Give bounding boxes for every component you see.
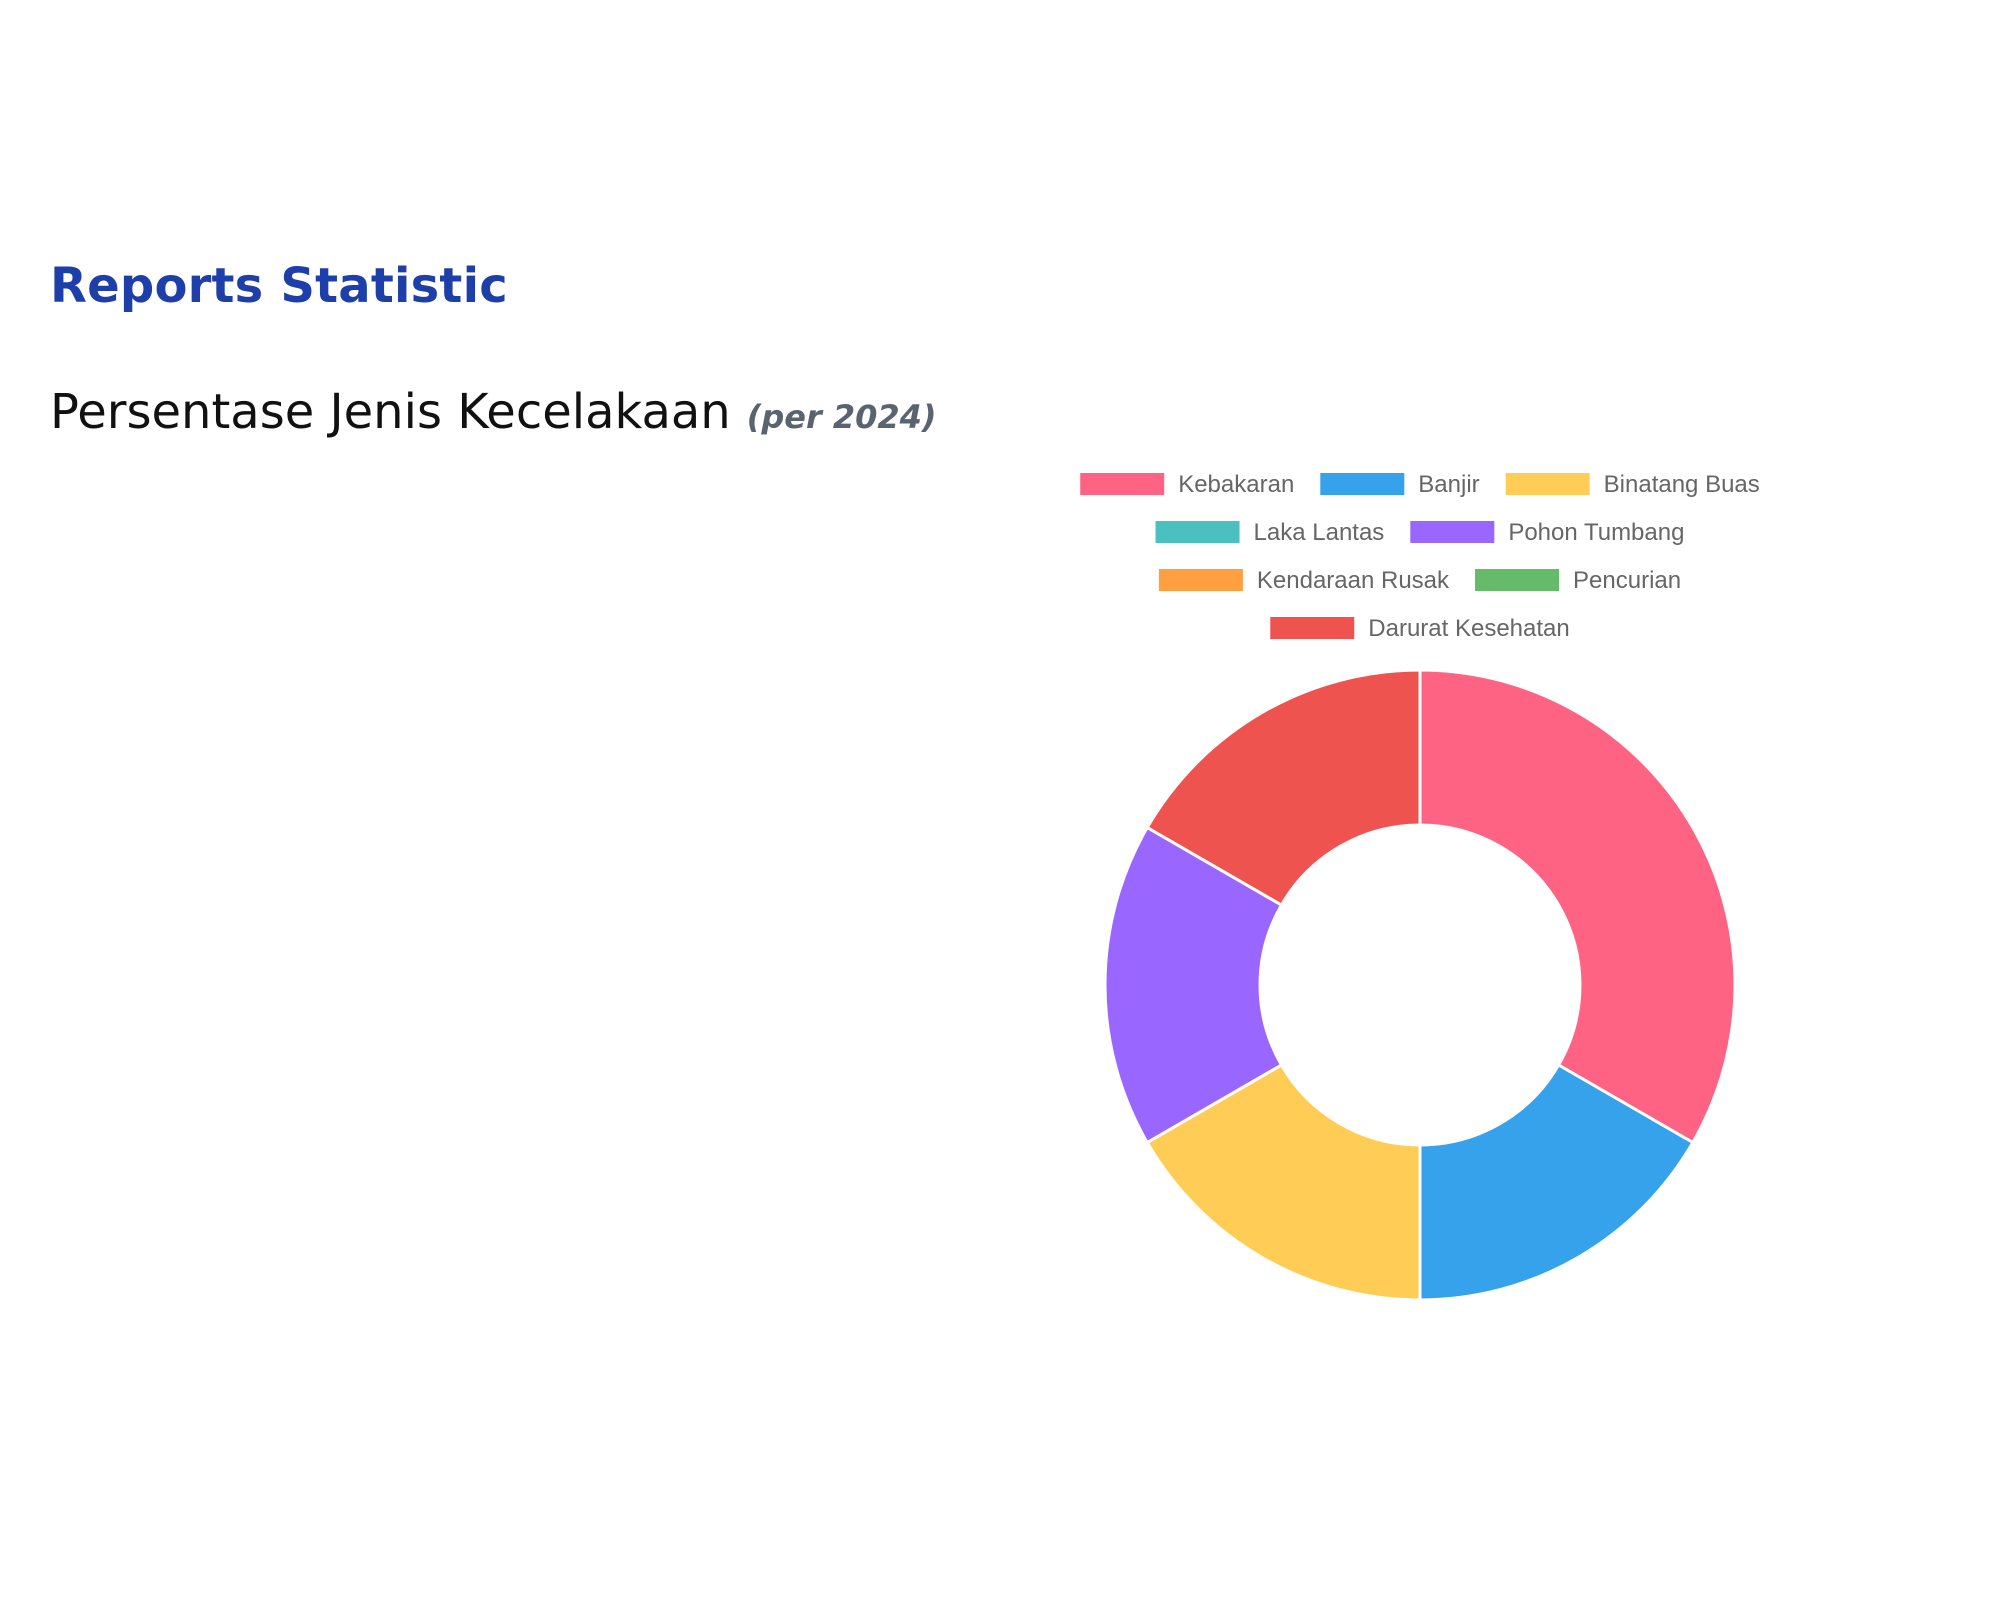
slice-binatang-buas[interactable] [1145, 1062, 1422, 1302]
legend-label-banjir: Banjir [1418, 471, 1479, 498]
slice-banjir[interactable] [1418, 1062, 1695, 1302]
legend-item-laka-lantas[interactable]: Laka Lantas [1155, 519, 1385, 546]
legend-swatch-banjir [1320, 473, 1405, 495]
legend-label-pencurian: Pencurian [1573, 567, 1681, 594]
section-title: Persentase Jenis Kecelakaan (per 2024) [50, 384, 937, 440]
section-subtitle: (per 2024) [746, 398, 937, 436]
legend-label-pohon-tumbang: Pohon Tumbang [1508, 519, 1684, 546]
legend-item-binatang-buas[interactable]: Binatang Buas [1505, 471, 1760, 498]
legend-swatch-pencurian [1475, 569, 1560, 591]
legend-label-laka-lantas: Laka Lantas [1254, 519, 1385, 546]
legend-label-darurat-kesehatan: Darurat Kesehatan [1368, 615, 1569, 642]
legend-item-kendaraan-rusak[interactable]: Kendaraan Rusak [1158, 567, 1450, 594]
slice-darurat-kesehatan[interactable] [1145, 668, 1422, 908]
doughnut-chart: Kebakaran Banjir Binatang Buas Laka Lantas P… [1080, 471, 1760, 1302]
legend-swatch-kendaraan-rusak [1158, 569, 1243, 591]
legend-item-pencurian[interactable]: Pencurian [1475, 567, 1681, 594]
legend-item-banjir[interactable]: Banjir [1320, 471, 1480, 498]
legend-label-kebakaran: Kebakaran [1178, 471, 1294, 498]
legend-swatch-darurat-kesehatan [1270, 617, 1355, 639]
legend-swatch-binatang-buas [1505, 473, 1590, 495]
legend-swatch-laka-lantas [1155, 521, 1240, 543]
chart-legend: Kebakaran Banjir Binatang Buas Laka Lantas P… [1080, 471, 1760, 642]
page-heading: Reports Statistic [50, 258, 508, 314]
legend-label-kendaraan-rusak: Kendaraan Rusak [1257, 567, 1450, 594]
section-title-text: Persentase Jenis Kecelakaan [50, 384, 731, 440]
chart-slices [1103, 668, 1737, 1302]
legend-swatch-kebakaran [1080, 473, 1165, 495]
legend-item-kebakaran[interactable]: Kebakaran [1080, 471, 1294, 498]
slice-kebakaran[interactable] [1418, 668, 1737, 1145]
legend-label-binatang-buas: Binatang Buas [1604, 471, 1760, 498]
legend-swatch-pohon-tumbang [1410, 521, 1495, 543]
slice-pohon-tumbang[interactable] [1103, 825, 1284, 1145]
legend-item-darurat-kesehatan[interactable]: Darurat Kesehatan [1270, 615, 1570, 642]
legend-item-pohon-tumbang[interactable]: Pohon Tumbang [1410, 519, 1684, 546]
